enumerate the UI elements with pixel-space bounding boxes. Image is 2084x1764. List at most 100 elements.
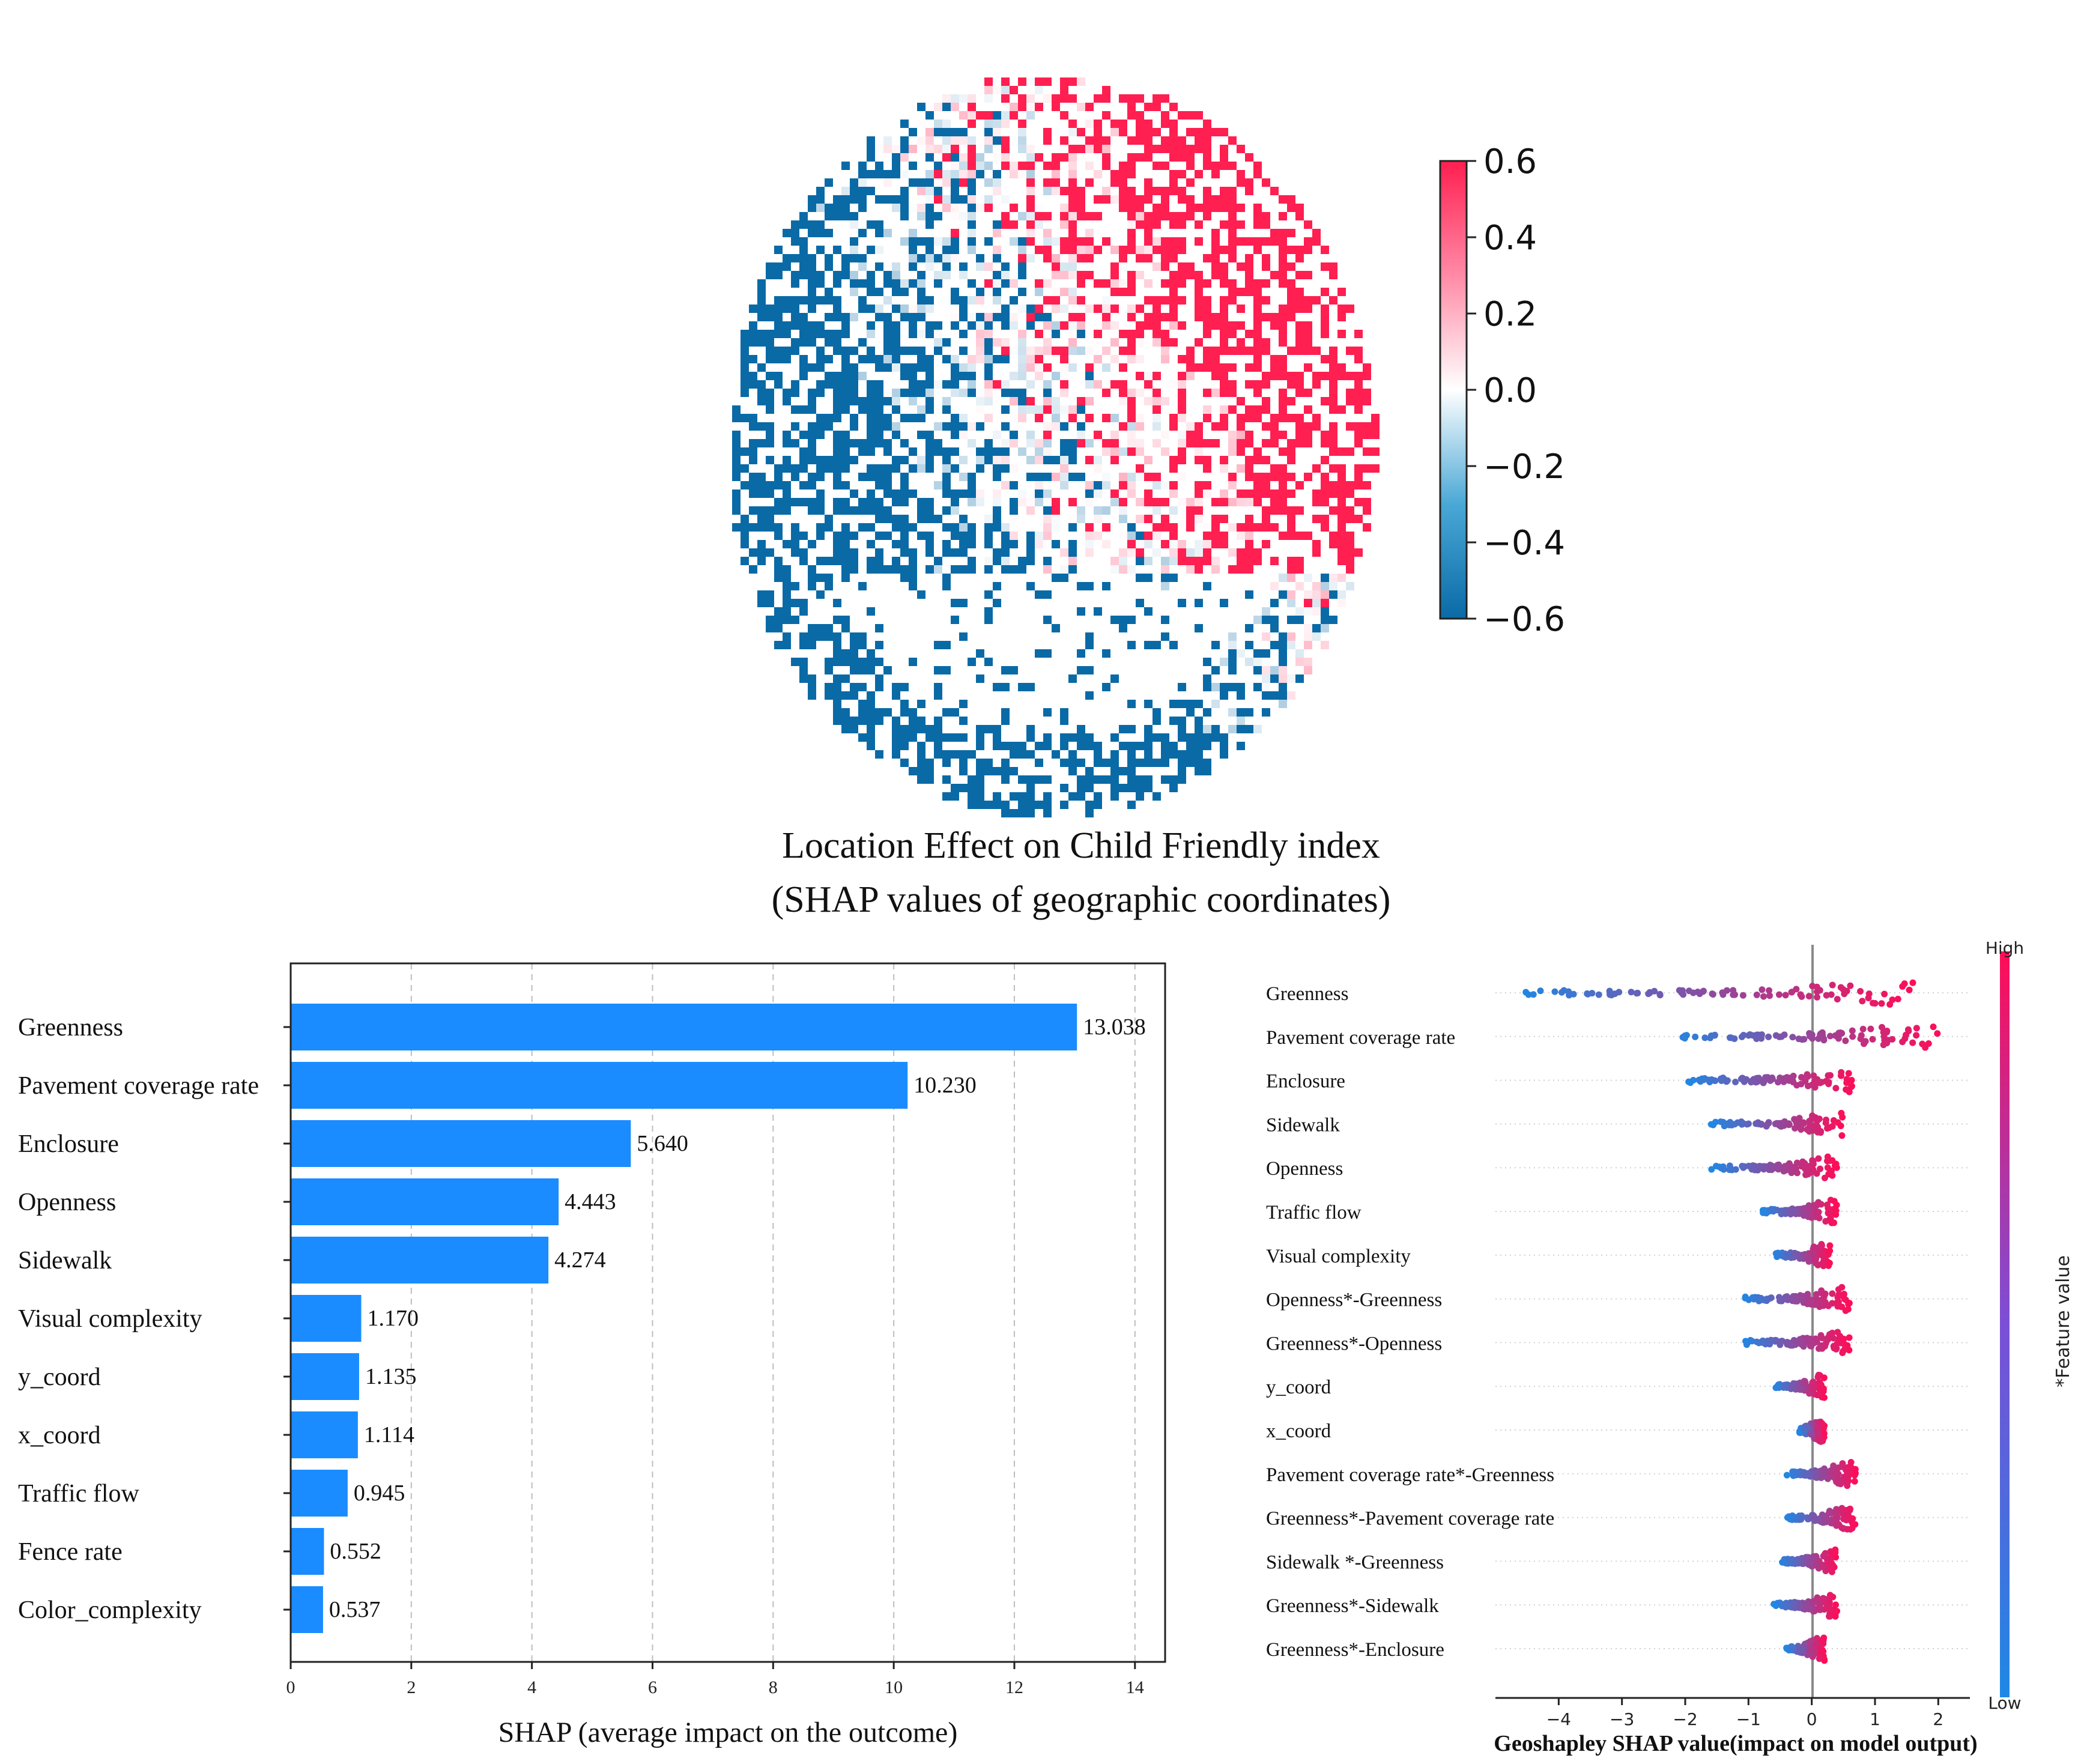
beeswarm-dot	[1793, 986, 1800, 993]
beeswarm-dot	[1790, 1253, 1798, 1261]
beeswarm-dot	[1768, 1205, 1775, 1213]
map-cell	[1068, 523, 1077, 532]
map-cell	[1136, 372, 1144, 380]
map-cell	[1110, 489, 1119, 498]
map-cell	[1203, 481, 1211, 489]
map-cell	[1127, 422, 1136, 431]
map-cell	[850, 237, 858, 246]
map-cell	[1018, 405, 1026, 414]
map-cell	[1001, 775, 1010, 784]
map-cells	[732, 77, 1380, 817]
map-cell	[1136, 338, 1144, 347]
map-cell	[1220, 347, 1228, 355]
map-cell	[1245, 548, 1253, 557]
map-cell	[1136, 532, 1144, 540]
map-cell	[774, 607, 783, 616]
beeswarm-dot	[1867, 1025, 1874, 1032]
map-cell	[1094, 464, 1102, 473]
map-cell	[909, 321, 917, 330]
map-cell	[791, 532, 799, 540]
map-cell	[858, 204, 867, 212]
map-cell	[883, 313, 892, 321]
map-cell	[1262, 708, 1270, 717]
map-cell	[1279, 590, 1287, 599]
map-cell	[993, 431, 1001, 439]
map-cell	[1161, 355, 1169, 363]
map-cell	[1304, 590, 1312, 599]
map-cell	[909, 574, 917, 582]
beeswarm-dot	[1740, 1031, 1747, 1038]
map-cell	[942, 380, 951, 389]
map-cell	[976, 489, 984, 498]
map-cell	[1102, 237, 1110, 246]
map-cell	[917, 305, 925, 313]
map-cell	[976, 153, 984, 162]
map-cell	[1228, 279, 1237, 288]
map-cell	[934, 162, 942, 170]
map-cell	[1161, 540, 1169, 548]
map-cell	[1127, 355, 1136, 363]
map-cell	[808, 506, 816, 515]
map-cell	[1186, 372, 1195, 380]
map-cell	[1321, 313, 1329, 321]
map-cell	[825, 372, 833, 380]
map-cell	[1228, 565, 1237, 574]
map-cell	[1026, 153, 1035, 162]
map-cell	[883, 279, 892, 288]
map-cell	[791, 599, 799, 607]
map-cell	[749, 456, 757, 464]
map-cell	[976, 801, 984, 809]
map-cell	[1211, 498, 1220, 506]
map-cell	[1337, 506, 1346, 515]
map-cell	[1060, 481, 1068, 489]
map-cell	[1018, 262, 1026, 271]
map-cell	[1010, 170, 1018, 178]
map-cell	[959, 372, 968, 380]
map-cell	[1110, 262, 1119, 271]
beeswarm-dot	[1778, 1123, 1786, 1130]
map-cell	[1262, 254, 1270, 262]
map-cell	[1085, 254, 1094, 262]
map-cell	[942, 271, 951, 279]
map-cell	[909, 389, 917, 397]
map-cell	[1245, 523, 1253, 532]
beeswarm-dot	[1723, 987, 1730, 994]
map-cell	[1178, 296, 1186, 305]
map-cell	[1195, 498, 1203, 506]
map-cell	[1153, 372, 1161, 380]
map-cell	[942, 641, 951, 649]
map-cell	[741, 481, 749, 489]
map-cell	[1237, 220, 1245, 229]
map-cell	[850, 506, 858, 515]
map-cell	[1279, 212, 1287, 220]
map-cell	[1279, 674, 1287, 683]
map-cell	[925, 498, 934, 506]
map-cell	[858, 666, 867, 674]
map-cell	[833, 658, 841, 666]
map-cell	[1253, 313, 1262, 321]
map-cell	[1144, 237, 1153, 246]
map-cell	[1237, 170, 1245, 178]
map-cell	[808, 397, 816, 405]
map-cell	[1085, 641, 1094, 649]
map-cell	[1043, 128, 1052, 136]
map-cell	[959, 515, 968, 523]
map-cell	[976, 422, 984, 431]
map-cell	[1085, 691, 1094, 700]
map-cell	[1136, 94, 1144, 103]
beeswarm-dot	[1819, 1638, 1826, 1645]
map-cell	[799, 246, 808, 254]
map-cell	[1001, 809, 1010, 817]
map-cell	[942, 94, 951, 103]
map-cell	[1287, 372, 1295, 380]
map-cell	[1321, 641, 1329, 649]
map-cell	[1262, 397, 1270, 405]
map-cell	[1178, 111, 1186, 120]
map-cell	[892, 170, 900, 178]
map-cell	[976, 725, 984, 733]
map-cell	[1186, 355, 1195, 363]
map-cell	[1237, 683, 1245, 691]
map-cell	[883, 464, 892, 473]
map-cell	[1161, 515, 1169, 523]
